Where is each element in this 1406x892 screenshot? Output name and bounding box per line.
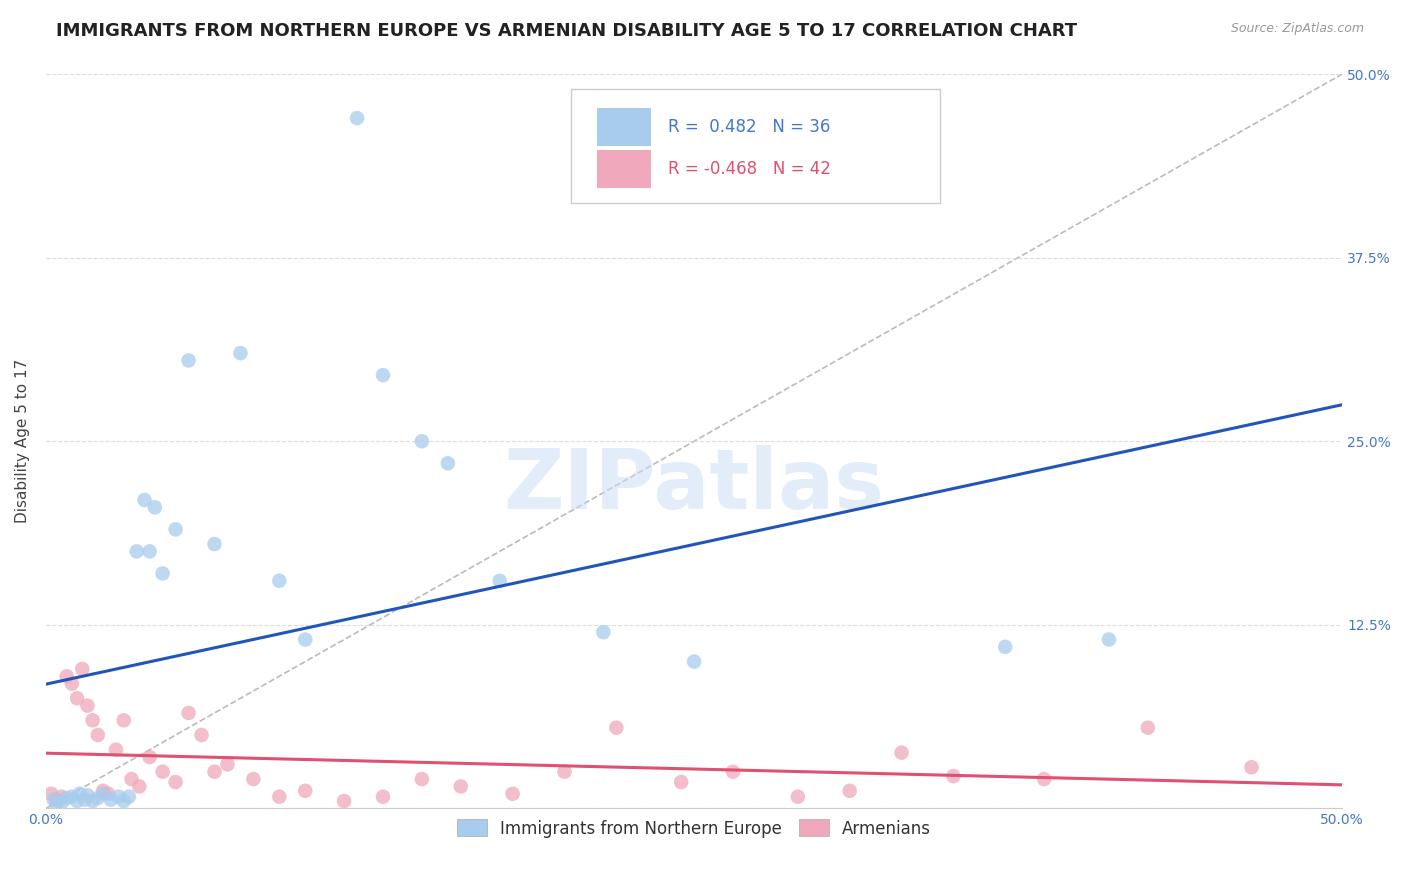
Point xyxy=(138,750,160,764)
Point xyxy=(118,789,141,804)
Point xyxy=(346,111,368,125)
Point xyxy=(165,775,187,789)
Text: Source: ZipAtlas.com: Source: ZipAtlas.com xyxy=(1230,22,1364,36)
Legend: Immigrants from Northern Europe, Armenians: Immigrants from Northern Europe, Armenia… xyxy=(450,813,938,844)
Point xyxy=(97,787,120,801)
Point xyxy=(269,789,291,804)
Point xyxy=(60,676,83,690)
Point xyxy=(1240,760,1263,774)
Point xyxy=(1136,721,1159,735)
Point xyxy=(838,784,860,798)
Point xyxy=(1098,632,1121,647)
FancyBboxPatch shape xyxy=(598,108,651,146)
Point xyxy=(786,789,808,804)
Point xyxy=(69,787,91,801)
Point xyxy=(45,792,67,806)
Point xyxy=(450,780,472,794)
Point xyxy=(683,655,706,669)
Point xyxy=(294,784,316,798)
Point xyxy=(294,632,316,647)
Point xyxy=(1033,772,1056,786)
Point xyxy=(190,728,212,742)
Point xyxy=(177,706,200,720)
Point xyxy=(100,792,122,806)
Point xyxy=(371,368,394,383)
Point xyxy=(269,574,291,588)
Point xyxy=(55,791,77,805)
Point xyxy=(91,784,114,798)
Point xyxy=(553,764,575,779)
Point xyxy=(138,544,160,558)
Point xyxy=(82,714,104,728)
Point xyxy=(994,640,1017,654)
Text: ZIPatlas: ZIPatlas xyxy=(503,445,884,525)
FancyBboxPatch shape xyxy=(571,88,941,202)
Point xyxy=(502,787,524,801)
Y-axis label: Disability Age 5 to 17: Disability Age 5 to 17 xyxy=(15,359,30,524)
Point xyxy=(592,625,614,640)
Point xyxy=(51,789,73,804)
Point xyxy=(437,456,460,470)
Point xyxy=(152,764,174,779)
Point xyxy=(229,346,252,360)
Point xyxy=(104,742,127,756)
Point xyxy=(60,789,83,804)
Point xyxy=(411,434,433,449)
Point xyxy=(112,714,135,728)
Point xyxy=(76,698,98,713)
Point xyxy=(204,537,226,551)
Point xyxy=(72,662,94,676)
Point xyxy=(165,522,187,536)
Point xyxy=(66,691,89,706)
Point xyxy=(143,500,166,515)
Point xyxy=(82,794,104,808)
Text: IMMIGRANTS FROM NORTHERN EUROPE VS ARMENIAN DISABILITY AGE 5 TO 17 CORRELATION C: IMMIGRANTS FROM NORTHERN EUROPE VS ARMEN… xyxy=(56,22,1077,40)
Point xyxy=(333,794,356,808)
Point xyxy=(488,574,510,588)
Point xyxy=(177,353,200,368)
Point xyxy=(125,544,148,558)
Point xyxy=(605,721,627,735)
Point xyxy=(91,787,114,801)
Point xyxy=(39,787,62,801)
Point xyxy=(669,775,692,789)
Text: R = -0.468   N = 42: R = -0.468 N = 42 xyxy=(668,160,831,178)
Point xyxy=(942,769,965,783)
Point xyxy=(371,789,394,804)
Point xyxy=(87,791,110,805)
Point xyxy=(134,493,156,508)
Point xyxy=(112,794,135,808)
Point xyxy=(128,780,150,794)
Point xyxy=(45,797,67,811)
Point xyxy=(411,772,433,786)
Point xyxy=(55,669,77,683)
Point xyxy=(217,757,239,772)
Point xyxy=(152,566,174,581)
Point xyxy=(76,789,98,803)
Point xyxy=(721,764,744,779)
Point xyxy=(242,772,264,786)
Point xyxy=(73,792,96,806)
Point xyxy=(204,764,226,779)
Point xyxy=(51,796,73,810)
Text: R =  0.482   N = 36: R = 0.482 N = 36 xyxy=(668,118,831,136)
Point xyxy=(890,746,912,760)
Point xyxy=(87,728,110,742)
Point xyxy=(42,792,65,806)
Point xyxy=(107,789,129,804)
FancyBboxPatch shape xyxy=(598,150,651,188)
Point xyxy=(66,794,89,808)
Point xyxy=(121,772,143,786)
